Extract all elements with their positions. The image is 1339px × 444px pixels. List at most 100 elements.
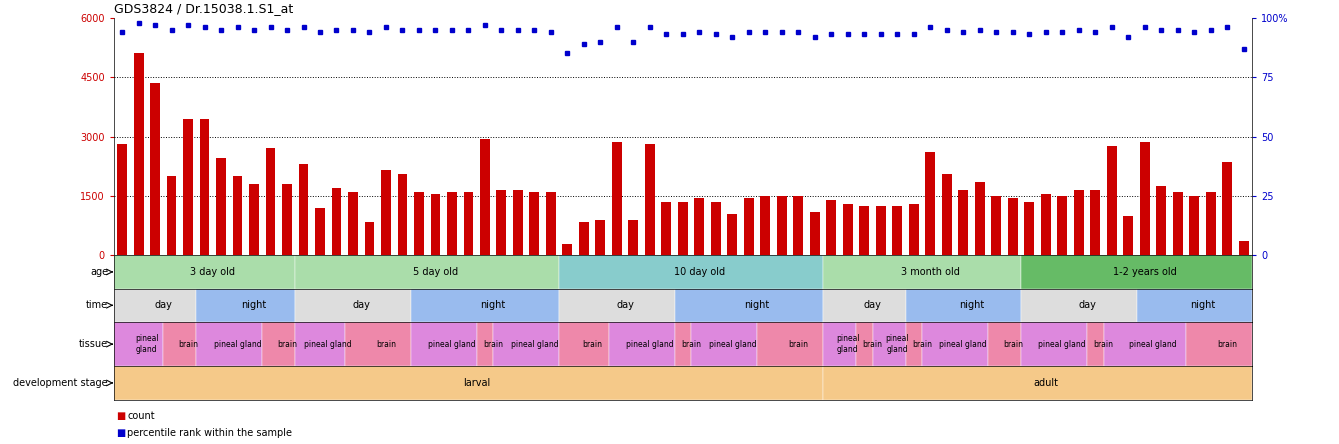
Bar — [1223, 162, 1232, 255]
Text: day: day — [154, 300, 173, 310]
Bar — [691, 322, 757, 366]
Bar — [941, 174, 952, 255]
Bar — [1022, 322, 1087, 366]
Bar — [675, 322, 691, 366]
Bar — [1173, 192, 1182, 255]
Text: development stage: development stage — [13, 378, 108, 388]
Bar — [560, 289, 675, 322]
Text: night: night — [481, 300, 506, 310]
Text: 3 month old: 3 month old — [901, 267, 960, 277]
Text: pineal gland: pineal gland — [1129, 340, 1177, 349]
Text: brain: brain — [1094, 340, 1114, 349]
Bar — [477, 322, 493, 366]
Bar — [163, 322, 197, 366]
Bar — [1123, 216, 1133, 255]
Bar — [810, 212, 819, 255]
Text: ■: ■ — [116, 411, 126, 421]
Text: night: night — [1190, 300, 1214, 310]
Bar — [296, 322, 344, 366]
Bar — [479, 139, 490, 255]
Bar — [988, 322, 1022, 366]
Bar — [114, 322, 163, 366]
Bar — [283, 184, 292, 255]
Bar — [262, 322, 296, 366]
Bar — [1186, 322, 1252, 366]
Text: brain: brain — [178, 340, 198, 349]
Bar — [1189, 196, 1200, 255]
Bar — [431, 194, 441, 255]
Bar — [991, 196, 1002, 255]
Bar — [823, 366, 1252, 400]
Text: night: night — [241, 300, 266, 310]
Text: adult: adult — [1034, 378, 1058, 388]
Bar — [197, 322, 262, 366]
Text: pineal gland: pineal gland — [304, 340, 352, 349]
Bar — [560, 255, 823, 289]
Bar — [596, 220, 605, 255]
Text: pineal
gland: pineal gland — [836, 334, 860, 354]
Text: brain: brain — [582, 340, 603, 349]
Bar — [645, 144, 655, 255]
Text: larval: larval — [463, 378, 490, 388]
Bar — [348, 192, 358, 255]
Bar — [678, 202, 688, 255]
Text: pineal gland: pineal gland — [510, 340, 558, 349]
Text: brain: brain — [862, 340, 882, 349]
Bar — [411, 322, 477, 366]
Bar — [905, 289, 1022, 322]
Bar — [1157, 186, 1166, 255]
Bar — [609, 322, 675, 366]
Bar — [1107, 147, 1117, 255]
Text: brain: brain — [376, 340, 396, 349]
Text: pineal gland: pineal gland — [940, 340, 987, 349]
Bar — [183, 119, 193, 255]
Bar — [200, 119, 209, 255]
Text: age: age — [90, 267, 108, 277]
Bar — [873, 322, 905, 366]
Text: day: day — [864, 300, 881, 310]
Bar — [296, 255, 560, 289]
Text: percentile rank within the sample: percentile rank within the sample — [127, 428, 292, 439]
Bar — [411, 289, 560, 322]
Bar — [332, 188, 341, 255]
Bar — [757, 322, 823, 366]
Text: count: count — [127, 411, 155, 421]
Bar — [1087, 322, 1103, 366]
Text: tissue: tissue — [79, 339, 108, 349]
Bar — [344, 322, 411, 366]
Bar — [1206, 192, 1216, 255]
Text: ■: ■ — [116, 428, 126, 439]
Bar — [150, 83, 159, 255]
Text: time: time — [86, 300, 108, 310]
Bar — [116, 144, 127, 255]
Text: brain: brain — [1217, 340, 1237, 349]
Bar — [876, 206, 886, 255]
Bar — [1239, 242, 1249, 255]
Bar — [1022, 289, 1137, 322]
Text: pineal gland: pineal gland — [1039, 340, 1086, 349]
Bar — [1074, 190, 1083, 255]
Bar — [382, 170, 391, 255]
Bar — [197, 289, 296, 322]
Bar — [497, 190, 506, 255]
Bar — [296, 289, 411, 322]
Bar — [114, 366, 823, 400]
Bar — [761, 196, 770, 255]
Bar — [711, 202, 720, 255]
Bar — [1022, 255, 1252, 289]
Bar — [1139, 143, 1150, 255]
Bar — [513, 190, 524, 255]
Text: night: night — [744, 300, 770, 310]
Bar — [1008, 198, 1018, 255]
Text: pineal gland: pineal gland — [627, 340, 674, 349]
Bar — [1040, 194, 1051, 255]
Text: pineal gland: pineal gland — [214, 340, 261, 349]
Bar — [794, 196, 803, 255]
Text: day: day — [616, 300, 635, 310]
Bar — [1103, 322, 1186, 366]
Bar — [744, 198, 754, 255]
Bar — [826, 200, 837, 255]
Bar — [923, 322, 988, 366]
Bar — [823, 255, 1022, 289]
Bar — [909, 204, 919, 255]
